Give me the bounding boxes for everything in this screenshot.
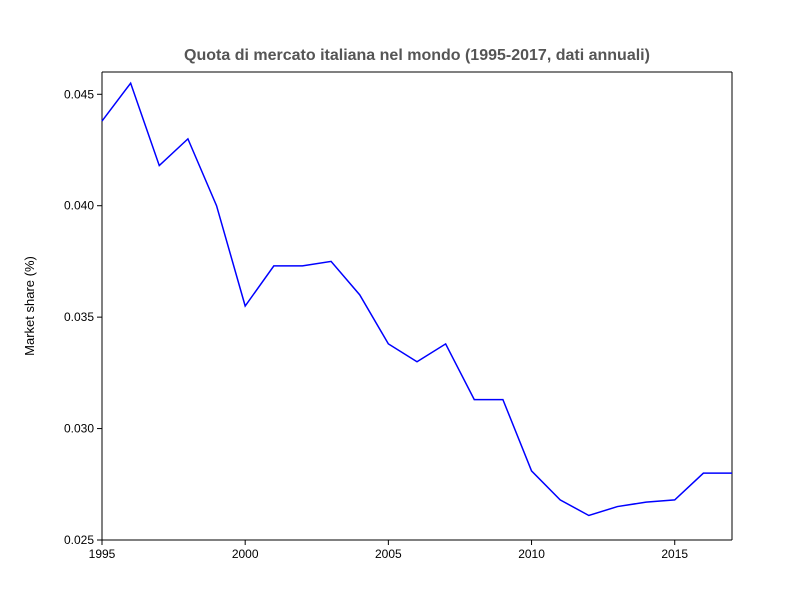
y-tick-label: 0.040 [64, 199, 94, 213]
y-tick-label: 0.035 [64, 310, 94, 324]
x-tick-label: 1995 [89, 547, 116, 561]
x-tick-label: 2010 [518, 547, 545, 561]
y-tick-label: 0.045 [64, 87, 94, 101]
chart-title: Quota di mercato italiana nel mondo (199… [184, 47, 650, 64]
x-tick-label: 2015 [661, 547, 688, 561]
y-axis-label: Market share (%) [22, 256, 37, 356]
y-tick-label: 0.030 [64, 422, 94, 436]
plot-bg [102, 72, 732, 540]
chart-container: 1995 2000 2005 2010 2015 0.025 0.030 0.035 0.04… [0, 0, 812, 612]
plot-area: 1995 2000 2005 2010 2015 0.025 0.030 0.035 0.04… [64, 72, 732, 561]
x-tick-label: 2000 [232, 547, 259, 561]
line-chart: 1995 2000 2005 2010 2015 0.025 0.030 0.035 0.04… [0, 0, 812, 612]
x-tick-label: 2005 [375, 547, 402, 561]
y-tick-label: 0.025 [64, 533, 94, 547]
